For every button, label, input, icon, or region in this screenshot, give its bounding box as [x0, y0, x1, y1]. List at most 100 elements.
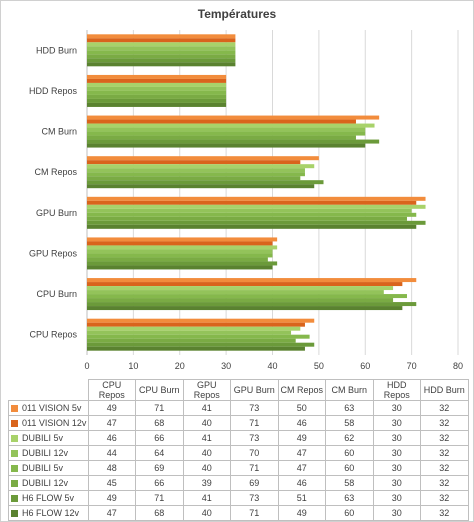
bar	[87, 90, 227, 95]
bar	[87, 338, 296, 343]
category-label: HDD Burn	[36, 45, 77, 55]
bar	[87, 212, 417, 217]
series-name: H6 FLOW 5v	[22, 493, 75, 503]
table-cell: 40	[182, 415, 231, 431]
table-cell: 60	[325, 460, 374, 476]
table-cell: 30	[372, 430, 421, 446]
table-cell: 45	[87, 475, 136, 491]
x-tick-label: 50	[314, 361, 324, 371]
bar	[87, 257, 268, 262]
series-name: 011 VISION 12v	[22, 418, 87, 428]
bar	[87, 34, 236, 39]
bar	[87, 326, 301, 331]
series-name: DUBILI 12v	[22, 448, 69, 458]
series-label: H6 FLOW 12v	[8, 505, 89, 521]
table-cell: 32	[420, 430, 469, 446]
series-label: H6 FLOW 5v	[8, 490, 89, 506]
bar	[87, 245, 278, 250]
table-row: DUBILI 12v 44 64 40 70 47 60 30 32	[8, 445, 469, 461]
table-row: 011 VISION 5v 49 71 41 73 50 63 30 32	[8, 400, 469, 416]
bar	[87, 50, 236, 55]
category-label: GPU Repos	[29, 248, 78, 258]
legend-key-icon	[11, 450, 18, 457]
table-column-header: GPU Burn	[230, 379, 279, 401]
table-cell: 48	[87, 460, 136, 476]
table-row: DUBILI 12v 45 66 39 69 46 58 30 32	[8, 475, 469, 491]
table-cell: 47	[87, 415, 136, 431]
table-cell: 49	[277, 430, 326, 446]
x-tick-label: 40	[267, 361, 277, 371]
bar	[87, 135, 356, 140]
table-cell: 32	[420, 445, 469, 461]
bar	[87, 184, 315, 189]
table-cell: 58	[325, 415, 374, 431]
table-column-header: HDD Burn	[420, 379, 469, 401]
bar	[87, 176, 301, 181]
bar	[87, 302, 417, 307]
table-column-header: GPU Repos	[182, 379, 231, 401]
table-cell: 46	[87, 430, 136, 446]
bar	[87, 160, 301, 165]
series-name: DUBILI 5v	[22, 463, 64, 473]
bar	[87, 54, 236, 59]
legend-key-icon	[11, 420, 18, 427]
bar	[87, 241, 273, 246]
bar	[87, 334, 310, 339]
table-cell: 70	[230, 445, 279, 461]
table-cell: 32	[420, 505, 469, 521]
table-cell: 46	[277, 415, 326, 431]
table-cell: 73	[230, 430, 279, 446]
table-cell: 49	[87, 400, 136, 416]
table-column-header: CPU Burn	[135, 379, 184, 401]
bar	[87, 253, 273, 258]
table-cell: 73	[230, 490, 279, 506]
bar	[87, 224, 417, 229]
bar	[87, 78, 227, 83]
bar	[87, 322, 305, 327]
table-cell: 68	[135, 505, 184, 521]
category-labels: CPU Repos CPU Burn GPU Repos GPU Burn CM Rep…	[29, 45, 78, 339]
bar	[87, 294, 407, 299]
table-cell: 40	[182, 505, 231, 521]
bar	[87, 342, 315, 347]
series-label: 011 VISION 12v	[8, 415, 89, 431]
table-cell: 66	[135, 475, 184, 491]
table-cell: 51	[277, 490, 326, 506]
bar	[87, 346, 305, 351]
table-cell: 50	[277, 400, 326, 416]
bar	[87, 164, 315, 169]
data-table-body: 011 VISION 5v 49 71 41 73 50 63 30 32 011 VISION …	[8, 400, 469, 521]
table-cell: 32	[420, 475, 469, 491]
bar	[87, 115, 380, 120]
bar	[87, 119, 356, 124]
bar	[87, 86, 227, 91]
bar	[87, 38, 236, 43]
bar	[87, 196, 426, 201]
category-label: GPU Burn	[36, 208, 77, 218]
table-column-header: HDD Repos	[372, 379, 421, 401]
x-tick-label: 20	[175, 361, 185, 371]
table-cell: 71	[230, 460, 279, 476]
bar	[87, 265, 273, 270]
bars-group	[87, 34, 426, 351]
table-row: DUBILI 5v 48 69 40 71 47 60 30 32	[8, 460, 469, 476]
bar	[87, 286, 394, 291]
table-cell: 69	[230, 475, 279, 491]
legend-key-icon	[11, 480, 18, 487]
bar	[87, 330, 292, 335]
table-cell: 69	[135, 460, 184, 476]
x-axis-ticks: 0 10 20 30 40 50 60 70 80	[84, 361, 463, 371]
table-cell: 32	[420, 415, 469, 431]
table-cell: 71	[135, 490, 184, 506]
table-column-header: CM Burn	[325, 379, 374, 401]
table-cell: 68	[135, 415, 184, 431]
data-table-header: CPU Repos CPU Burn GPU Repos GPU Burn CM Rep…	[9, 379, 469, 401]
category-label: CPU Burn	[36, 289, 77, 299]
bar	[87, 249, 273, 254]
bar	[87, 62, 236, 67]
bar	[87, 318, 315, 323]
series-label: DUBILI 5v	[8, 460, 89, 476]
bar	[87, 42, 236, 47]
series-label: DUBILI 12v	[8, 475, 89, 491]
